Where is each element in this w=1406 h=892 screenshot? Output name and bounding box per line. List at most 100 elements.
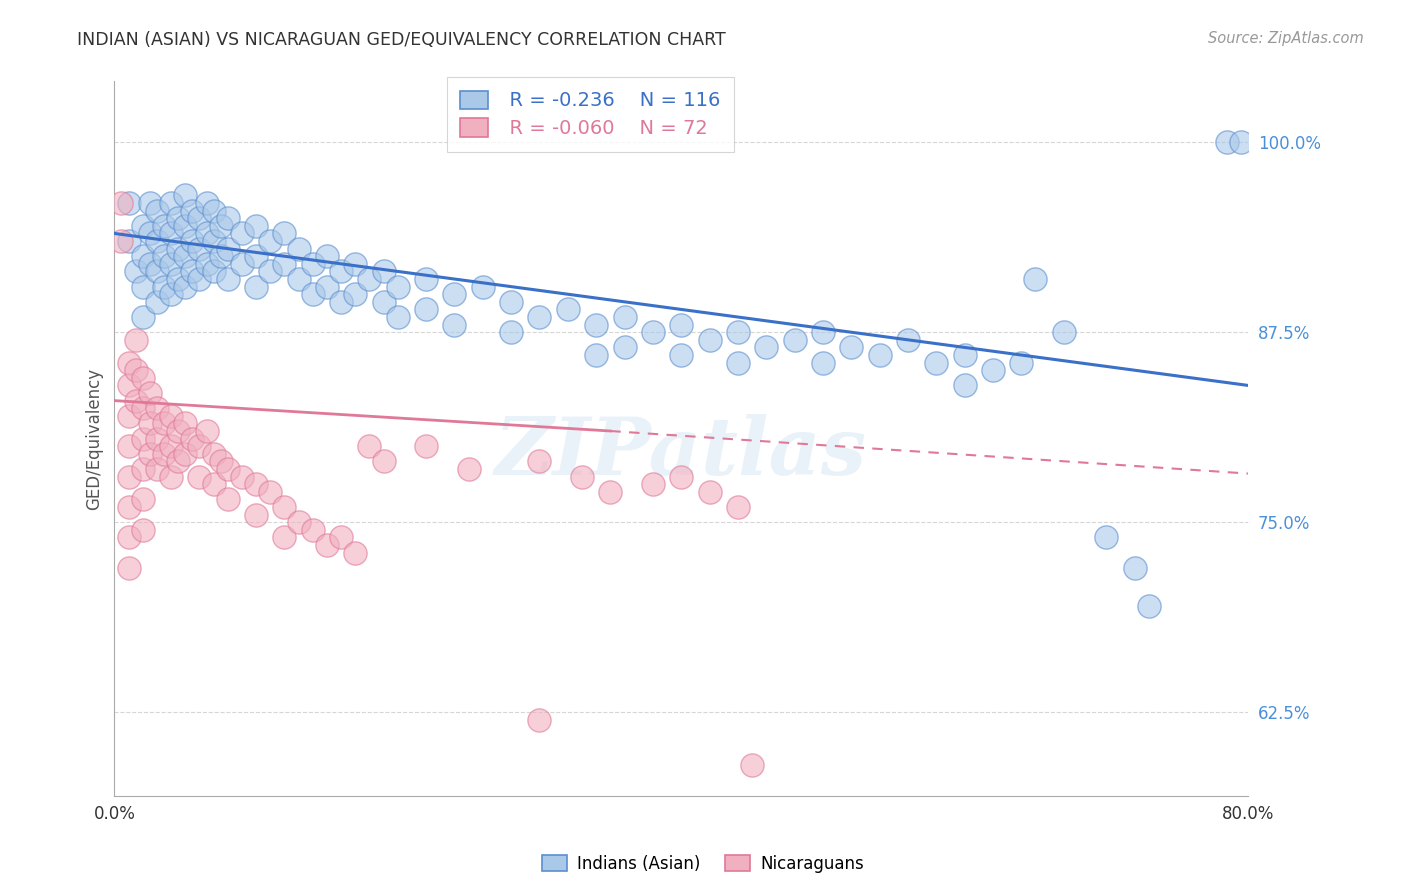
Point xyxy=(195,196,218,211)
Point xyxy=(501,294,523,309)
Point xyxy=(153,279,176,293)
Text: ZIPatlas: ZIPatlas xyxy=(495,414,868,491)
Point xyxy=(1010,356,1032,370)
Point xyxy=(727,500,749,514)
Point xyxy=(529,454,551,468)
Point xyxy=(1095,530,1118,544)
Point xyxy=(139,447,162,461)
Point xyxy=(273,530,295,544)
Point xyxy=(153,219,176,233)
Point xyxy=(160,227,183,241)
Point xyxy=(613,340,636,354)
Point xyxy=(471,279,494,293)
Point xyxy=(557,302,579,317)
Y-axis label: GED/Equivalency: GED/Equivalency xyxy=(86,368,103,509)
Point xyxy=(897,333,920,347)
Point xyxy=(387,279,409,293)
Point xyxy=(160,196,183,211)
Point xyxy=(167,211,190,226)
Point xyxy=(124,363,146,377)
Point xyxy=(273,227,295,241)
Point xyxy=(132,432,155,446)
Point xyxy=(217,272,239,286)
Point xyxy=(160,469,183,483)
Point xyxy=(174,447,197,461)
Point xyxy=(330,530,353,544)
Point xyxy=(146,294,169,309)
Point xyxy=(117,439,139,453)
Point xyxy=(415,272,437,286)
Point xyxy=(217,462,239,476)
Text: INDIAN (ASIAN) VS NICARAGUAN GED/EQUIVALENCY CORRELATION CHART: INDIAN (ASIAN) VS NICARAGUAN GED/EQUIVAL… xyxy=(77,31,725,49)
Point xyxy=(202,203,225,218)
Point xyxy=(245,219,267,233)
Point xyxy=(174,219,197,233)
Point xyxy=(153,417,176,431)
Point xyxy=(443,287,465,301)
Point xyxy=(330,294,353,309)
Point xyxy=(209,219,232,233)
Point xyxy=(132,401,155,416)
Point xyxy=(925,356,948,370)
Point xyxy=(287,272,309,286)
Text: Source: ZipAtlas.com: Source: ZipAtlas.com xyxy=(1208,31,1364,46)
Point xyxy=(273,257,295,271)
Point xyxy=(316,538,339,552)
Point xyxy=(132,219,155,233)
Point xyxy=(273,500,295,514)
Point xyxy=(641,477,664,491)
Point xyxy=(953,378,976,392)
Point xyxy=(301,523,323,537)
Point xyxy=(231,227,253,241)
Point xyxy=(167,454,190,468)
Point xyxy=(641,325,664,339)
Legend: Indians (Asian), Nicaraguans: Indians (Asian), Nicaraguans xyxy=(536,848,870,880)
Point xyxy=(217,242,239,256)
Point xyxy=(1230,135,1253,149)
Point xyxy=(953,348,976,362)
Point xyxy=(387,310,409,324)
Point xyxy=(124,333,146,347)
Point xyxy=(217,492,239,507)
Point xyxy=(783,333,806,347)
Point xyxy=(344,545,367,559)
Point xyxy=(174,188,197,202)
Point xyxy=(1137,599,1160,613)
Point xyxy=(599,484,621,499)
Point xyxy=(245,477,267,491)
Point xyxy=(231,469,253,483)
Point xyxy=(359,272,381,286)
Point xyxy=(146,432,169,446)
Point xyxy=(457,462,479,476)
Point xyxy=(741,758,763,772)
Point xyxy=(167,424,190,438)
Point xyxy=(181,234,204,248)
Point xyxy=(981,363,1004,377)
Point xyxy=(160,409,183,423)
Point xyxy=(146,462,169,476)
Point xyxy=(146,203,169,218)
Point xyxy=(153,447,176,461)
Point xyxy=(245,249,267,263)
Point xyxy=(811,325,834,339)
Point xyxy=(110,234,132,248)
Point xyxy=(259,484,281,499)
Point xyxy=(373,454,395,468)
Point xyxy=(1053,325,1076,339)
Point xyxy=(209,249,232,263)
Point xyxy=(146,234,169,248)
Point xyxy=(373,264,395,278)
Point xyxy=(373,294,395,309)
Point xyxy=(839,340,862,354)
Point xyxy=(132,462,155,476)
Point xyxy=(501,325,523,339)
Point xyxy=(117,378,139,392)
Point xyxy=(188,469,211,483)
Point xyxy=(174,279,197,293)
Point xyxy=(117,469,139,483)
Point xyxy=(132,279,155,293)
Point xyxy=(195,227,218,241)
Point xyxy=(217,211,239,226)
Point xyxy=(139,386,162,401)
Point xyxy=(132,249,155,263)
